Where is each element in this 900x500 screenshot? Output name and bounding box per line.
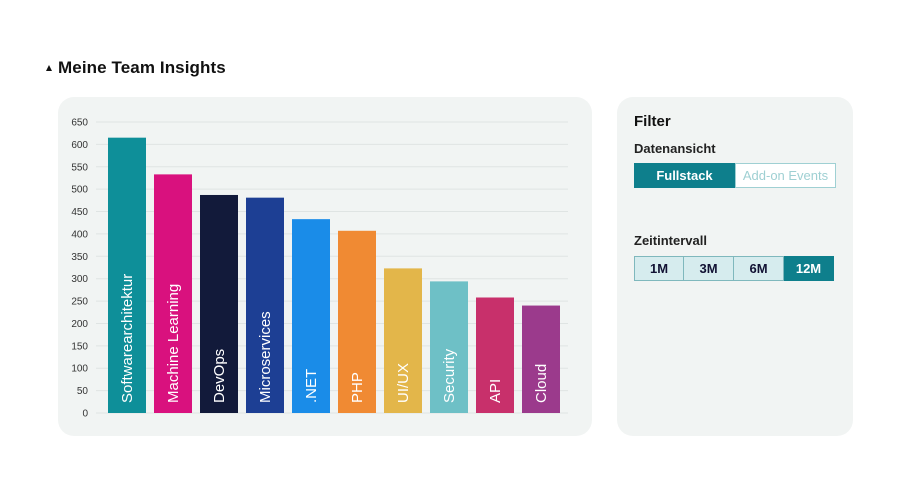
bar-label: Softwarearchitektur (119, 274, 136, 403)
bar-label: .NET (303, 369, 320, 403)
option-addon-events-button[interactable]: Add-on Events (735, 163, 836, 188)
section-toggle[interactable]: Meine Team Insights (46, 58, 226, 78)
bar-0[interactable] (108, 137, 146, 413)
y-tick-label: 150 (71, 341, 88, 352)
bar-label: Machine Learning (165, 284, 182, 403)
y-tick-label: 250 (71, 297, 88, 308)
chart-card: 0 50 100 150 200 250 300 350 400 450 500 550 600 650 S… (58, 97, 592, 436)
bar-9[interactable] (522, 305, 560, 413)
bar-3[interactable] (246, 197, 284, 413)
y-tick-label: 400 (71, 229, 88, 240)
y-tick-label: 100 (71, 364, 88, 375)
bar-6[interactable] (384, 268, 422, 413)
bar-label: API (487, 379, 504, 403)
interval-3m-button[interactable]: 3M (684, 256, 734, 281)
interval-6m-button[interactable]: 6M (734, 256, 784, 281)
datenansicht-toggle: Fullstack Add-on Events (634, 163, 836, 188)
y-tick-label: 50 (77, 386, 89, 397)
filter-title: Filter (634, 113, 671, 130)
collapse-caret-icon (46, 65, 52, 71)
bar-4[interactable] (292, 219, 330, 413)
y-tick-label: 450 (71, 207, 88, 218)
bar-chart: 0 50 100 150 200 250 300 350 400 450 500 550 600 650 S… (71, 118, 568, 420)
bar-7[interactable] (430, 281, 468, 413)
y-tick-label: 350 (71, 252, 88, 263)
y-tick-label: 200 (71, 319, 88, 330)
bar-label: Cloud (533, 364, 550, 403)
y-tick-label: 550 (71, 162, 88, 173)
bar-label: PHP (349, 372, 366, 403)
y-tick-label: 600 (71, 140, 88, 151)
option-fullstack-button[interactable]: Fullstack (634, 163, 735, 188)
filter-panel: Filter Datenansicht Fullstack Add-on Eve… (617, 97, 853, 436)
y-tick-label: 650 (71, 118, 88, 129)
y-tick-label: 300 (71, 274, 88, 285)
bar-label: DevOps (211, 349, 228, 403)
y-tick-label: 0 (82, 409, 88, 420)
bar-2[interactable] (200, 194, 238, 413)
section-title: Meine Team Insights (58, 58, 226, 77)
bar-label: UI/UX (395, 363, 412, 403)
bar-8[interactable] (476, 297, 514, 413)
bar-1[interactable] (154, 174, 192, 413)
interval-1m-button[interactable]: 1M (634, 256, 684, 281)
zeitintervall-toggle: 1M 3M 6M 12M (634, 256, 834, 281)
interval-12m-button[interactable]: 12M (784, 256, 834, 281)
bar-label: Microservices (257, 311, 274, 403)
bar-label: Security (441, 348, 458, 403)
bar-5[interactable] (338, 230, 376, 413)
datenansicht-label: Datenansicht (634, 141, 716, 156)
y-tick-label: 500 (71, 185, 88, 196)
zeitintervall-label: Zeitintervall (634, 233, 707, 248)
